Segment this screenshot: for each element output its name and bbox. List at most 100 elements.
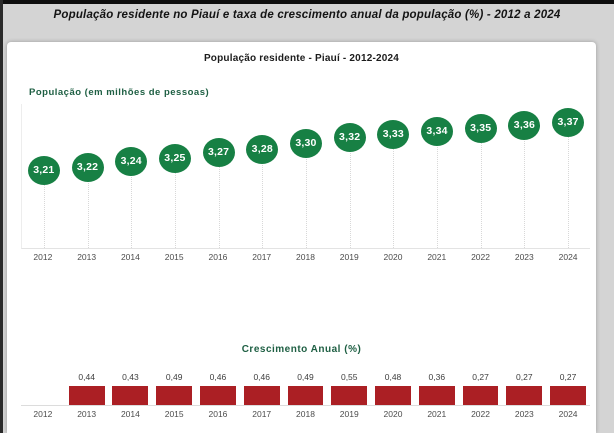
lollipop-stem xyxy=(218,152,220,248)
year-label: 2012 xyxy=(33,252,53,262)
year-label: 2023 xyxy=(514,252,534,262)
growth-bar xyxy=(418,386,455,405)
year-label: 2015 xyxy=(164,252,184,262)
lollipop-stem xyxy=(437,131,439,248)
lollipop-stem xyxy=(87,167,89,248)
growth-bar-cell xyxy=(152,386,196,405)
top-border-bar xyxy=(0,0,614,4)
growth-value-label: 0,49 xyxy=(297,372,314,382)
population-column: 3,22 xyxy=(66,104,110,248)
growth-value-label: 0,46 xyxy=(253,372,270,382)
population-value-marker: 3,37 xyxy=(552,107,585,137)
growth-bar xyxy=(375,386,411,405)
growth-bar-cell xyxy=(65,386,109,405)
left-border-bar xyxy=(0,0,3,433)
population-axis-label: População (em milhões de pessoas) xyxy=(29,87,210,98)
growth-value-label: 0,55 xyxy=(340,372,358,382)
growth-bar-cell xyxy=(109,386,153,405)
growth-value-label: 0,49 xyxy=(165,372,183,382)
year-label: 2018 xyxy=(296,409,315,419)
lollipop-stem xyxy=(262,149,264,248)
lollipop-stem xyxy=(131,161,133,248)
year-label: 2013 xyxy=(77,252,97,262)
population-value-marker: 3,22 xyxy=(71,152,104,182)
population-value-marker: 3,34 xyxy=(421,116,454,146)
population-value-marker: 3,36 xyxy=(508,110,541,140)
year-label: 2019 xyxy=(339,409,359,419)
growth-value-labels: 0,44 0,43 0,49 0,46 0,46 0,49 0,55 0,48 0,36 0,27… xyxy=(21,372,590,384)
lollipop-stem xyxy=(480,128,482,248)
lollipop-stem xyxy=(568,122,570,248)
growth-bar xyxy=(462,386,499,405)
population-value-marker: 3,24 xyxy=(115,146,148,176)
growth-bar xyxy=(200,386,236,405)
population-column: 3,25 xyxy=(153,104,197,248)
population-value-marker: 3,28 xyxy=(246,134,279,164)
lollipop-stem xyxy=(43,170,45,248)
year-label: 2016 xyxy=(208,409,228,419)
growth-value-label: 0,44 xyxy=(78,372,95,382)
population-x-axis: 2012 2013 2014 2015 2016 2017 2018 2019 2020 2021… xyxy=(21,249,590,262)
growth-bar-cell xyxy=(546,386,590,405)
year-label: 2024 xyxy=(558,252,578,262)
population-value-marker: 3,32 xyxy=(333,122,366,152)
lollipop-stem xyxy=(393,134,395,248)
year-label: 2015 xyxy=(164,409,184,419)
year-label: 2019 xyxy=(339,252,359,262)
growth-bar-cell xyxy=(327,386,371,405)
growth-bar xyxy=(550,386,586,405)
year-label: 2017 xyxy=(252,252,272,262)
growth-x-axis: 2012 2013 2014 2015 2016 2017 2018 2019 2020 2021… xyxy=(21,406,590,419)
growth-value-label: 0,27 xyxy=(516,372,533,382)
year-label: 2018 xyxy=(296,252,315,262)
lollipop-stem xyxy=(174,158,176,248)
growth-value-label: 0,27 xyxy=(559,372,577,382)
growth-bar xyxy=(506,386,543,405)
growth-bar xyxy=(287,386,324,405)
population-value-marker: 3,21 xyxy=(27,155,60,185)
population-value-marker: 3,35 xyxy=(464,113,497,143)
growth-value-label xyxy=(21,372,65,384)
growth-bars xyxy=(21,386,590,406)
year-label: 2021 xyxy=(427,409,447,419)
lollipop-stem xyxy=(305,143,307,248)
growth-value-label: 0,43 xyxy=(122,372,139,382)
chart-card: População residente - Piauí - 2012-2024 … xyxy=(7,42,596,433)
year-label: 2022 xyxy=(471,409,490,419)
population-value-marker: 3,27 xyxy=(202,137,235,167)
year-label: 2014 xyxy=(120,252,140,262)
growth-bar-cell xyxy=(459,386,503,405)
growth-chart-title: Crescimento Anual (%) xyxy=(241,344,362,355)
year-label: 2013 xyxy=(77,409,97,419)
page-title: População residente no Piauí e taxa de c… xyxy=(53,9,561,21)
growth-bar xyxy=(112,386,149,405)
lollipop-stem xyxy=(524,125,526,248)
population-value-marker: 3,25 xyxy=(158,143,191,173)
year-label: 2014 xyxy=(120,409,140,419)
growth-value-label: 0,48 xyxy=(384,372,402,382)
population-column: 3,21 xyxy=(22,104,66,248)
population-chart-title: População residente - Piauí - 2012-2024 xyxy=(203,53,400,64)
growth-value-label: 0,46 xyxy=(209,372,227,382)
growth-bar-cell xyxy=(240,386,284,405)
year-label: 2022 xyxy=(471,252,490,262)
growth-plot: 0,44 0,43 0,49 0,46 0,46 0,49 0,55 0,48 0,36 0,27… xyxy=(21,372,590,406)
population-column: 3,33 xyxy=(372,104,416,248)
growth-bar xyxy=(156,386,193,405)
population-column: 3,28 xyxy=(240,104,284,248)
population-value-marker: 3,33 xyxy=(377,119,410,149)
growth-bar-cell xyxy=(284,386,328,405)
year-label: 2017 xyxy=(252,409,272,419)
year-label: 2023 xyxy=(514,409,534,419)
population-column: 3,37 xyxy=(546,104,590,248)
growth-bar-cell xyxy=(21,387,65,405)
year-label: 2021 xyxy=(427,252,447,262)
population-value-marker: 3,30 xyxy=(289,128,322,158)
population-plot: 3,21 3,22 3,24 3,25 3,27 3,28 3,30 3,32 3,33 3,34… xyxy=(21,104,590,249)
year-label: 2020 xyxy=(383,409,403,419)
growth-bar xyxy=(68,386,105,405)
population-column: 3,36 xyxy=(503,104,547,248)
lollipop-stem xyxy=(349,137,351,248)
population-column: 3,34 xyxy=(415,104,459,248)
growth-value-label: 0,27 xyxy=(472,372,489,382)
